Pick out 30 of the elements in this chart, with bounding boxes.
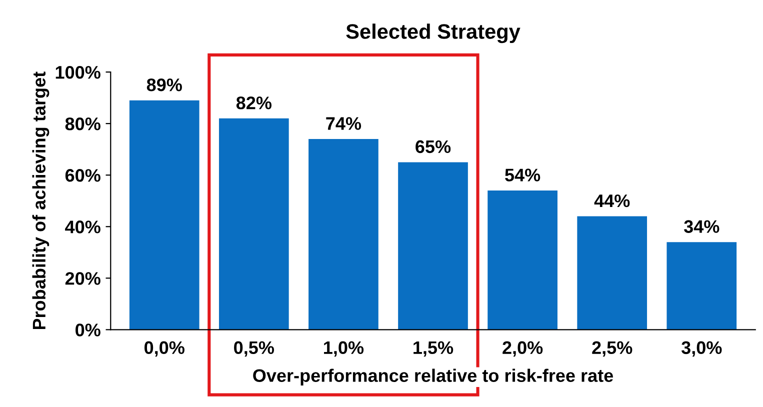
bar bbox=[488, 190, 558, 330]
x-axis-title: Over-performance relative to risk-free rate bbox=[253, 368, 614, 386]
chart-title: Selected Strategy bbox=[346, 24, 520, 44]
x-tick-label: 1,5% bbox=[414, 341, 454, 357]
x-tick-label: 1,0% bbox=[324, 341, 364, 357]
y-tick-label: 60% bbox=[65, 169, 100, 182]
y-axis-title: Probability of achieving target bbox=[32, 72, 50, 330]
x-tick-label: 0,5% bbox=[234, 341, 274, 357]
bar bbox=[129, 100, 200, 330]
bar bbox=[308, 139, 378, 330]
x-tick-label: 3,0% bbox=[681, 341, 722, 357]
data-label: 74% bbox=[326, 117, 362, 130]
data-label: 54% bbox=[505, 168, 540, 182]
bar bbox=[666, 242, 737, 330]
y-tick-label: 80% bbox=[65, 118, 100, 130]
data-label: 44% bbox=[594, 194, 630, 208]
y-tick-label: 40% bbox=[65, 220, 100, 234]
x-tick-label: 0,0% bbox=[144, 341, 184, 357]
data-label: 34% bbox=[684, 220, 720, 233]
data-label: 82% bbox=[236, 96, 272, 110]
data-label: 89% bbox=[146, 78, 182, 92]
bar bbox=[218, 118, 289, 330]
y-tick-label: 0% bbox=[76, 324, 100, 336]
bar bbox=[577, 216, 648, 330]
y-tick-label: 100% bbox=[56, 66, 100, 79]
bar bbox=[398, 162, 468, 330]
data-label: 65% bbox=[416, 140, 451, 154]
y-tick-label: 20% bbox=[65, 272, 100, 285]
x-tick-label: 2,0% bbox=[502, 341, 543, 357]
x-tick-label: 2,5% bbox=[592, 341, 632, 357]
